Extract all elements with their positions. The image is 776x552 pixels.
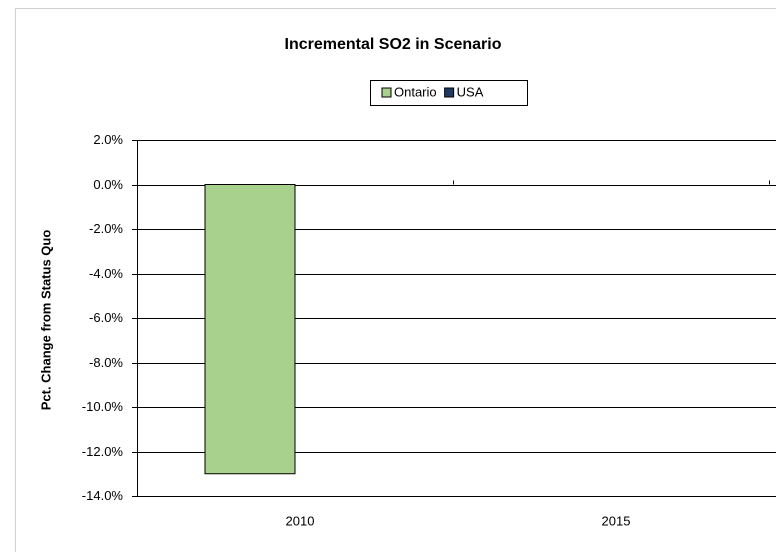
chart-title: Incremental SO2 in Scenario — [285, 36, 502, 53]
y-tick-label: 2.0% — [93, 132, 123, 147]
y-tick-label: -10.0% — [82, 399, 124, 414]
x-tick-label: 2010 — [286, 513, 315, 528]
legend-label: Ontario — [394, 84, 437, 99]
bar — [204, 184, 296, 475]
legend-label: USA — [457, 84, 484, 99]
y-tick-label: -6.0% — [89, 310, 123, 325]
legend-swatch — [444, 87, 455, 98]
y-tick-label: -2.0% — [89, 221, 123, 236]
legend-swatch — [381, 87, 392, 98]
y-tick-label: -14.0% — [82, 488, 124, 503]
y-tick-label: -12.0% — [82, 444, 124, 459]
y-tick-label: -8.0% — [89, 355, 123, 370]
x-tick-label: 2015 — [602, 513, 631, 528]
y-tick-label: -4.0% — [89, 266, 123, 281]
y-axis-label: Pct. Change from Status Quo — [38, 230, 53, 411]
y-tick-label: 0.0% — [93, 177, 123, 192]
